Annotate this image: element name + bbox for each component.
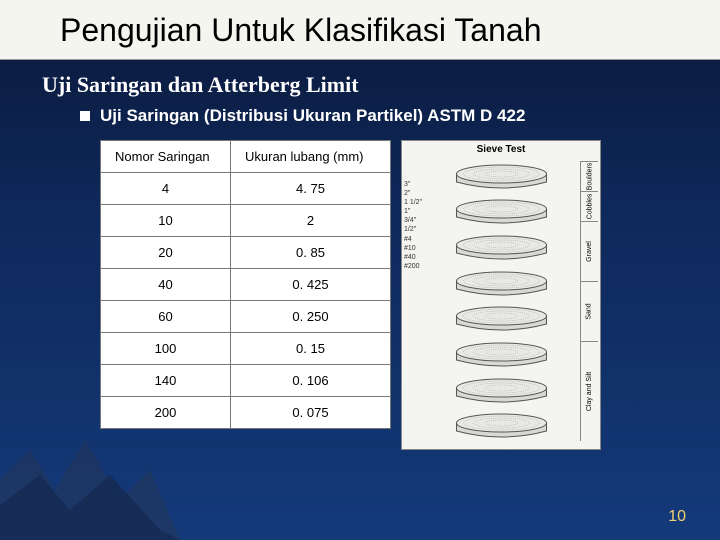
size-tick: 1" bbox=[404, 207, 422, 216]
bullet-icon bbox=[80, 111, 90, 121]
bullet-text: Uji Saringan (Distribusi Ukuran Partikel… bbox=[100, 106, 525, 126]
table-cell: 40 bbox=[101, 269, 231, 301]
table-row: 102 bbox=[101, 205, 391, 237]
table-row: 1400. 106 bbox=[101, 365, 391, 397]
table-cell: 0. 15 bbox=[231, 333, 391, 365]
axis-labels: Boulders Cobbles Gravel Sand Clay and Silt bbox=[580, 161, 598, 441]
table-cell: 0. 075 bbox=[231, 397, 391, 429]
table-cell: 0. 85 bbox=[231, 237, 391, 269]
size-tick: 3/4" bbox=[404, 216, 422, 225]
table-row: 44. 75 bbox=[101, 173, 391, 205]
table-row: 600. 250 bbox=[101, 301, 391, 333]
table-cell: 140 bbox=[101, 365, 231, 397]
sieve-icon bbox=[416, 235, 587, 263]
table-cell: 0. 250 bbox=[231, 301, 391, 333]
table-row: 200. 85 bbox=[101, 237, 391, 269]
table-cell: 4. 75 bbox=[231, 173, 391, 205]
table-header-row: Nomor Saringan Ukuran lubang (mm) bbox=[101, 141, 391, 173]
size-labels: 3"2"1 1/2"1"3/4"1/2"#4#10#40#200 bbox=[404, 180, 422, 271]
table-cell: 100 bbox=[101, 333, 231, 365]
axis-segment: Cobbles bbox=[581, 191, 598, 221]
sieve-table: Nomor Saringan Ukuran lubang (mm) 44. 75… bbox=[100, 140, 391, 429]
axis-label: Gravel bbox=[586, 241, 593, 262]
table-row: 1000. 15 bbox=[101, 333, 391, 365]
sieve-icon bbox=[416, 164, 587, 192]
size-tick: 2" bbox=[404, 189, 422, 198]
size-tick: 1 1/2" bbox=[404, 198, 422, 207]
size-tick: #40 bbox=[404, 253, 422, 262]
decor-mountains bbox=[0, 420, 180, 540]
axis-segment: Gravel bbox=[581, 221, 598, 281]
axis-label: Clay and Silt bbox=[586, 372, 593, 411]
size-tick: #10 bbox=[404, 244, 422, 253]
table-cell: 0. 425 bbox=[231, 269, 391, 301]
col-header-nomor: Nomor Saringan bbox=[101, 141, 231, 173]
table-cell: 0. 106 bbox=[231, 365, 391, 397]
sieve-icon bbox=[416, 306, 587, 334]
sieve-icon bbox=[416, 378, 587, 406]
size-tick: 3" bbox=[404, 180, 422, 189]
table-cell: 10 bbox=[101, 205, 231, 237]
axis-label: Cobbles bbox=[586, 194, 593, 220]
sieve-icon bbox=[416, 199, 587, 227]
subtitle: Uji Saringan dan Atterberg Limit bbox=[42, 72, 720, 98]
table-row: 400. 425 bbox=[101, 269, 391, 301]
axis-label: Boulders bbox=[586, 163, 593, 191]
col-header-ukuran: Ukuran lubang (mm) bbox=[231, 141, 391, 173]
table-cell: 4 bbox=[101, 173, 231, 205]
size-tick: #4 bbox=[404, 235, 422, 244]
table-cell: 2 bbox=[231, 205, 391, 237]
sieve-stack: 3"2"1 1/2"1"3/4"1/2"#4#10#40#200 bbox=[402, 158, 600, 449]
size-tick: #200 bbox=[404, 262, 422, 271]
table-cell: 20 bbox=[101, 237, 231, 269]
page-title: Pengujian Untuk Klasifikasi Tanah bbox=[60, 12, 690, 49]
sieve-icon bbox=[416, 413, 587, 441]
title-bar: Pengujian Untuk Klasifikasi Tanah bbox=[0, 0, 720, 60]
sieve-diagram: Sieve Test 3"2"1 1/2"1"3/4"1/2"#4#10#40#… bbox=[401, 140, 601, 450]
axis-label: Sand bbox=[586, 303, 593, 319]
sieve-icon bbox=[416, 342, 587, 370]
content-row: Nomor Saringan Ukuran lubang (mm) 44. 75… bbox=[100, 140, 720, 450]
axis-segment: Boulders bbox=[581, 161, 598, 191]
diagram-title: Sieve Test bbox=[402, 141, 600, 158]
page-number: 10 bbox=[668, 508, 686, 526]
table-cell: 60 bbox=[101, 301, 231, 333]
size-tick: 1/2" bbox=[404, 225, 422, 234]
bullet-line: Uji Saringan (Distribusi Ukuran Partikel… bbox=[80, 106, 720, 126]
axis-segment: Clay and Silt bbox=[581, 341, 598, 441]
sieve-icon bbox=[416, 271, 587, 299]
axis-segment: Sand bbox=[581, 281, 598, 341]
